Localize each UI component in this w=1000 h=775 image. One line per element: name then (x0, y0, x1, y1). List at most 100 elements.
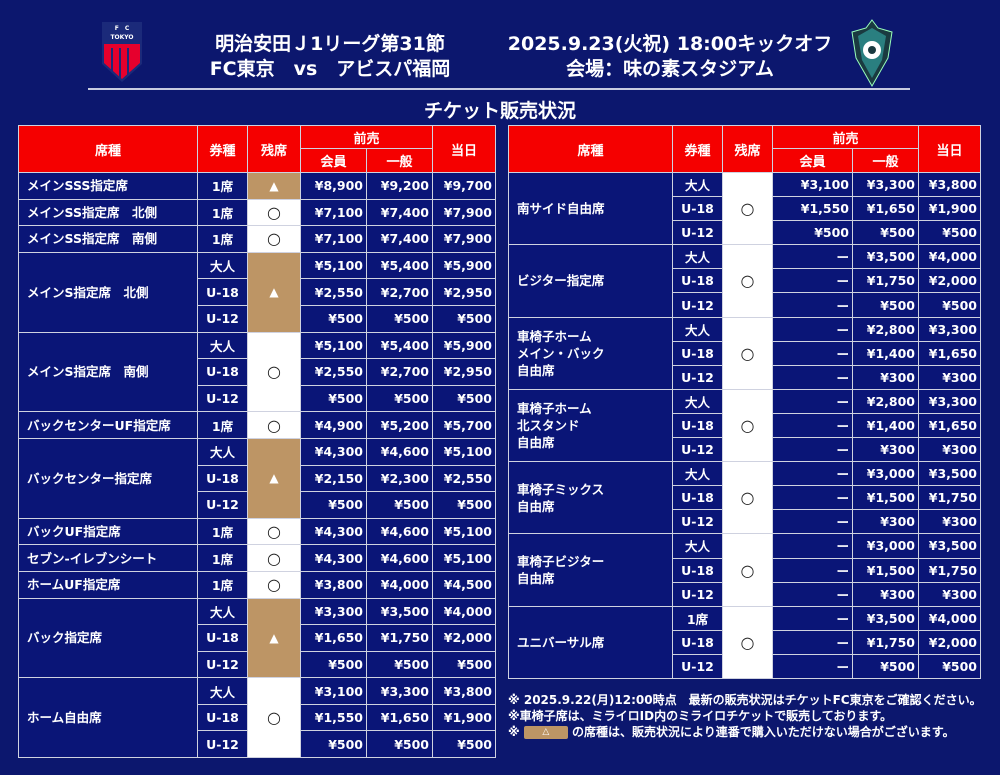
seat-name: 車椅子ミックス 自由席 (508, 461, 673, 535)
general-price: ¥1,400 (851, 340, 920, 366)
note-2: ※車椅子席は、ミライロID内のミライロチケットで販売しております。 (508, 709, 893, 723)
ticket-type: 1席 (197, 172, 248, 200)
table-row: バックUF指定席 1席 ○ ¥4,300 ¥4,600 ¥5,100 (18, 517, 497, 546)
table-row: ユニバーサル席 1席 ○ ー ¥3,500 ¥4,000 (508, 605, 982, 679)
day-price: ¥500 (918, 220, 982, 246)
member-price: ¥3,100 (300, 677, 367, 705)
general-price: ¥1,500 (851, 485, 920, 511)
available-circle-icon: ○ (722, 533, 773, 607)
ticket-type: 大人 (197, 677, 248, 705)
seat-name: ビジター指定席 (508, 244, 673, 318)
day-price: ¥500 (432, 491, 497, 519)
table-row: ホームUF指定席 1席 ○ ¥3,800 ¥4,000 ¥4,500 (18, 570, 497, 599)
available-circle-icon: ○ (247, 225, 301, 253)
day-price: ¥4,000 (918, 605, 982, 631)
ticket-type: 1席 (197, 570, 248, 599)
member-price: ¥3,800 (300, 570, 367, 599)
ticket-type: 1席 (197, 225, 248, 253)
available-circle-icon: ○ (722, 605, 773, 679)
table-row: U-12 ¥500 ¥500 ¥500 (19, 730, 497, 759)
member-price: ¥2,550 (300, 358, 367, 386)
header-advance: 前売 (771, 125, 920, 149)
header-ticket: 券種 (672, 125, 723, 173)
ticket-type: U-18 (197, 278, 248, 306)
table-row: メインSS指定席 北側 1席 ○ ¥7,100 ¥7,400 ¥7,900 (18, 198, 497, 227)
member-price: ¥8,900 (300, 172, 367, 200)
ticket-type: U-12 (197, 384, 248, 413)
avispa-fukuoka-logo (851, 19, 893, 88)
seat-name: バック指定席 (18, 597, 198, 679)
table-row: U-12 ¥500 ¥500 ¥500 (19, 304, 497, 333)
divider (88, 88, 910, 90)
header-day: 当日 (432, 125, 497, 173)
seat-name: 車椅子ホーム メイン・バック 自由席 (508, 316, 673, 390)
day-price: ¥500 (918, 292, 982, 318)
general-price: ¥1,650 (365, 703, 434, 732)
day-price: ¥1,900 (918, 196, 982, 222)
match-schedule: 2025.9.23(火祝) 18:00キックオフ 会場：味の素スタジアム (505, 32, 835, 82)
day-price: ¥3,300 (918, 316, 982, 342)
table-row: U-18 ー ¥1,500 ¥1,750 (509, 557, 982, 583)
day-price: ¥3,500 (918, 533, 982, 559)
seat-name: メインS指定席 南側 (18, 331, 198, 413)
general-price: ¥9,200 (365, 172, 434, 200)
member-price: ー (772, 316, 853, 342)
day-price: ¥300 (918, 581, 982, 607)
table-row: 南サイド自由席 大人 ○ ¥3,100 ¥3,300 ¥3,800 (508, 171, 982, 246)
header-seat: 席種 (18, 125, 198, 173)
ticket-type: 大人 (197, 597, 248, 626)
general-price: ¥500 (365, 304, 434, 333)
member-price: ー (772, 292, 853, 318)
page-title: チケット販売状況 (423, 100, 576, 122)
ticket-type: 1席 (197, 411, 248, 439)
general-price: ¥1,750 (365, 624, 434, 652)
day-price: ¥1,650 (918, 412, 982, 439)
ticket-type: 大人 (197, 331, 248, 360)
table-row: メインSSS指定席 1席 ▲ ¥8,900 ¥9,200 ¥9,700 (18, 172, 497, 200)
note-1: ※ 2025.9.22(月)12:00時点 最新の販売状況はチケットFC東京をご… (508, 693, 982, 707)
day-price: ¥500 (432, 304, 497, 333)
member-price: ¥3,300 (300, 597, 367, 626)
day-price: ¥5,900 (432, 251, 497, 280)
general-price: ¥300 (851, 437, 920, 463)
general-price: ¥500 (851, 653, 920, 679)
day-price: ¥300 (918, 509, 982, 535)
ticket-table-right: 席種 券種 残席 前売 当日 会員 一般 南サイド自由席 大人 ○ ¥3,100 ¥3,300 ¥3,8… (508, 125, 982, 679)
day-price: ¥300 (918, 364, 982, 390)
member-price: ー (772, 412, 853, 439)
member-price: ¥1,550 (772, 196, 853, 222)
available-circle-icon: ○ (722, 316, 773, 390)
ticket-type: U-18 (197, 464, 248, 493)
general-price: ¥2,700 (365, 358, 434, 386)
table-row: U-12 ー ¥500 ¥500 (509, 292, 982, 318)
member-price: ¥500 (772, 220, 853, 246)
ticket-type: 大人 (672, 171, 723, 198)
ticket-type: U-12 (672, 292, 723, 318)
table-row: U-18 ー ¥1,400 ¥1,650 (509, 340, 982, 366)
note-3-prefix: ※ (508, 725, 520, 739)
header-day: 当日 (918, 125, 982, 173)
ticket-type: U-18 (672, 412, 723, 439)
day-price: ¥4,000 (432, 597, 497, 626)
seat-name: ホーム自由席 (18, 677, 198, 759)
table-row: バックセンター指定席 大人 ▲ ¥4,300 ¥4,600 ¥5,100 (18, 437, 497, 519)
member-price: ¥4,300 (300, 437, 367, 466)
ticket-type: U-12 (672, 509, 723, 535)
match-date: 2025.9.23(火祝) 18:00キックオフ (507, 33, 833, 55)
ticket-type: 大人 (672, 533, 723, 559)
ticket-type: U-18 (672, 340, 723, 366)
seat-name: 車椅子ビジター 自由席 (508, 533, 673, 607)
general-price: ¥1,750 (851, 629, 920, 655)
day-price: ¥2,950 (432, 358, 497, 386)
table-row: メインS指定席 南側 大人 ○ ¥5,100 ¥5,400 ¥5,900 (18, 331, 497, 413)
available-circle-icon: ○ (247, 411, 301, 439)
day-price: ¥5,700 (432, 411, 497, 439)
member-price: ー (772, 340, 853, 366)
member-price: ¥500 (300, 650, 367, 679)
general-price: ¥2,800 (851, 316, 920, 342)
header-member: 会員 (772, 148, 853, 173)
day-price: ¥2,550 (432, 464, 497, 493)
ticket-type: 1席 (672, 605, 723, 631)
general-price: ¥1,750 (851, 268, 920, 294)
svg-text:TOKYO: TOKYO (110, 34, 133, 41)
